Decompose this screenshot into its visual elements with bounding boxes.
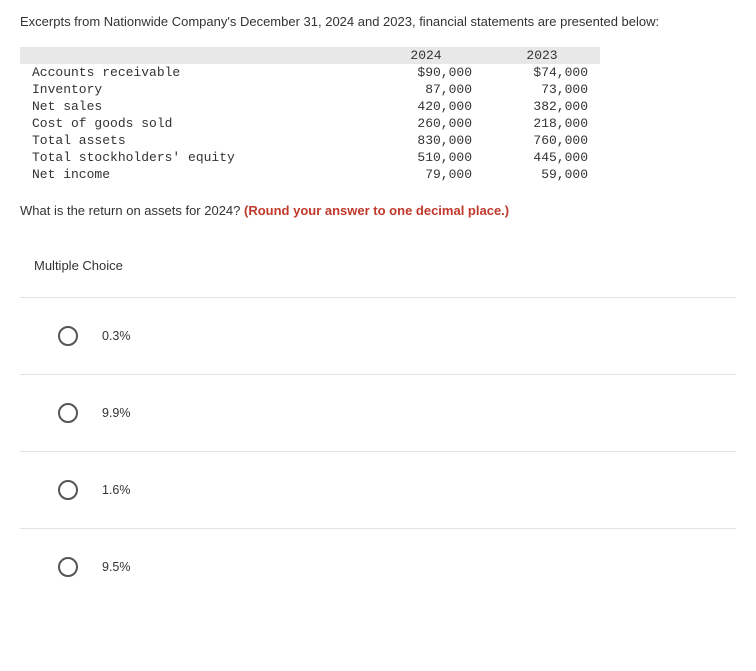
row-label: Net sales — [20, 98, 368, 115]
row-label: Total stockholders' equity — [20, 149, 368, 166]
row-val-2024: 260,000 — [368, 115, 484, 132]
table-row: Net income 79,000 59,000 — [20, 166, 600, 183]
row-val-2024: 79,000 — [368, 166, 484, 183]
row-label: Accounts receivable — [20, 64, 368, 81]
row-val-2023: 445,000 — [484, 149, 600, 166]
header-year-1: 2024 — [368, 47, 484, 64]
option-text: 9.5% — [102, 560, 131, 574]
row-label: Inventory — [20, 81, 368, 98]
option-text: 0.3% — [102, 329, 131, 343]
choice-option[interactable]: 1.6% — [20, 451, 736, 528]
table-row: Inventory 87,000 73,000 — [20, 81, 600, 98]
multiple-choice-label: Multiple Choice — [20, 258, 736, 297]
choice-option[interactable]: 9.9% — [20, 374, 736, 451]
question-plain: What is the return on assets for 2024? — [20, 203, 244, 218]
row-val-2023: 382,000 — [484, 98, 600, 115]
option-text: 9.9% — [102, 406, 131, 420]
row-label: Cost of goods sold — [20, 115, 368, 132]
radio-icon[interactable] — [58, 403, 78, 423]
row-val-2024: 510,000 — [368, 149, 484, 166]
radio-icon[interactable] — [58, 557, 78, 577]
table-header-row: 2024 2023 — [20, 47, 600, 64]
option-text: 1.6% — [102, 483, 131, 497]
row-val-2023: 59,000 — [484, 166, 600, 183]
row-val-2024: 87,000 — [368, 81, 484, 98]
header-year-2: 2023 — [484, 47, 600, 64]
row-val-2023: 73,000 — [484, 81, 600, 98]
row-label: Total assets — [20, 132, 368, 149]
question-instruction: (Round your answer to one decimal place.… — [244, 203, 509, 218]
choice-option[interactable]: 0.3% — [20, 297, 736, 374]
table-row: Cost of goods sold 260,000 218,000 — [20, 115, 600, 132]
row-label: Net income — [20, 166, 368, 183]
header-blank — [20, 47, 368, 64]
table-row: Net sales 420,000 382,000 — [20, 98, 600, 115]
row-val-2024: 830,000 — [368, 132, 484, 149]
row-val-2023: 218,000 — [484, 115, 600, 132]
intro-text: Excerpts from Nationwide Company's Decem… — [20, 14, 736, 29]
row-val-2024: 420,000 — [368, 98, 484, 115]
row-val-2023: $74,000 — [484, 64, 600, 81]
choice-option[interactable]: 9.5% — [20, 528, 736, 593]
question-text: What is the return on assets for 2024? (… — [20, 203, 736, 218]
row-val-2024: $90,000 — [368, 64, 484, 81]
radio-icon[interactable] — [58, 480, 78, 500]
row-val-2023: 760,000 — [484, 132, 600, 149]
radio-icon[interactable] — [58, 326, 78, 346]
table-row: Total stockholders' equity 510,000 445,0… — [20, 149, 600, 166]
financial-table: 2024 2023 Accounts receivable $90,000 $7… — [20, 47, 600, 183]
table-row: Total assets 830,000 760,000 — [20, 132, 600, 149]
table-row: Accounts receivable $90,000 $74,000 — [20, 64, 600, 81]
